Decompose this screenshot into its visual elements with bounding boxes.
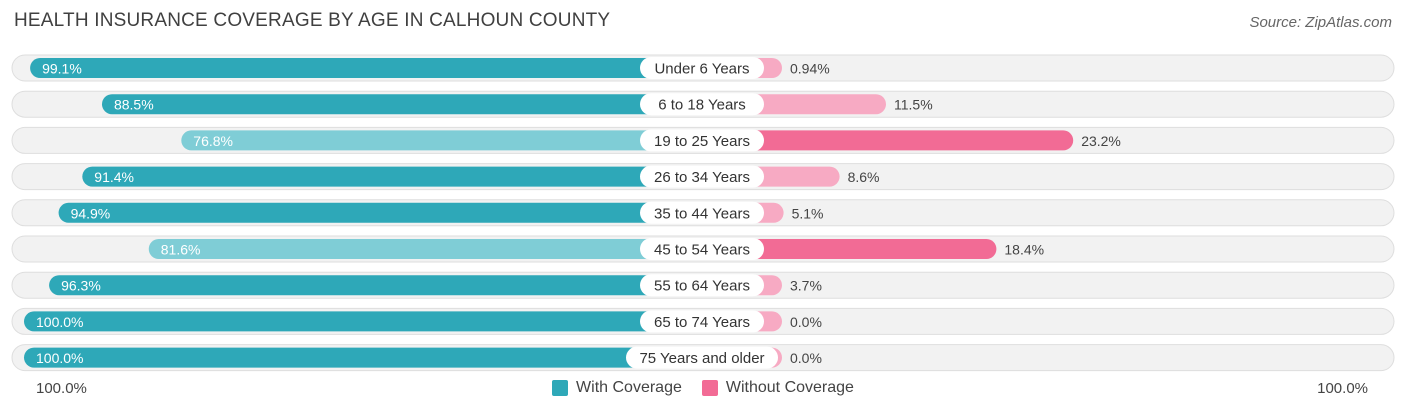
value-label-with-coverage: 96.3% [61,278,101,294]
value-label-without-coverage: 3.7% [790,278,822,294]
category-label: 26 to 34 Years [654,169,750,186]
value-label-with-coverage: 76.8% [193,133,233,149]
value-label-without-coverage: 5.1% [792,205,824,221]
legend-item-with-coverage[interactable]: With Coverage [552,379,682,397]
bar-with-coverage[interactable] [30,58,703,78]
value-label-without-coverage: 0.0% [790,350,822,366]
bar-with-coverage[interactable] [82,166,703,187]
legend-item-without-coverage[interactable]: Without Coverage [701,379,854,397]
bar-with-coverage[interactable] [24,347,702,368]
category-label: 45 to 54 Years [654,242,750,259]
bar-with-coverage[interactable] [148,239,702,259]
value-label-without-coverage: 18.4% [1004,242,1044,258]
bar-with-coverage[interactable] [101,94,703,115]
value-label-with-coverage: 88.5% [114,97,154,113]
category-pill [640,129,764,152]
source-note: Source: ZipAtlas.com [1249,14,1392,31]
value-label-without-coverage: 23.2% [1081,133,1121,149]
value-label-with-coverage: 100.0% [36,350,83,366]
bar-without-coverage[interactable] [702,239,997,259]
value-label-with-coverage: 99.1% [42,61,82,77]
value-label-without-coverage: 8.6% [848,169,880,185]
category-label: 6 to 18 Years [658,97,746,114]
legend-swatch-without-coverage [701,380,718,396]
bar-with-coverage[interactable] [181,130,702,151]
category-label: 55 to 64 Years [654,278,750,295]
bar-row: 100.0% 0.0% 65 to 74 Years [11,307,1395,335]
bar-with-coverage[interactable] [49,275,702,296]
bar-without-coverage[interactable] [702,130,1074,151]
bar-row: 91.4% 8.6% 26 to 34 Years [11,163,1395,191]
legend-label-without-coverage: Without Coverage [725,379,854,396]
value-label-without-coverage: 11.5% [894,97,933,113]
value-label-with-coverage: 100.0% [36,314,83,330]
bar-row: 96.3% 3.7% 55 to 64 Years [11,271,1395,299]
bar-with-coverage[interactable] [58,202,702,223]
category-pill [640,201,764,224]
category-pill [640,238,764,260]
value-label-with-coverage: 81.6% [161,242,201,258]
category-label: 65 to 74 Years [654,314,750,331]
bar-row: 76.8% 23.2% 19 to 25 Years [11,126,1395,154]
legend-swatch-with-coverage [552,380,569,396]
value-label-with-coverage: 91.4% [94,169,134,185]
bar-row: 100.0% 0.0% 75 Years and older [11,344,1395,372]
axis-left-label: 100.0% [36,380,87,397]
category-pill [640,93,764,116]
value-label-without-coverage: 0.94% [790,61,830,77]
bar-row: 81.6% 18.4% 45 to 54 Years [11,235,1395,263]
category-pill [640,274,764,297]
category-pill [640,165,764,188]
category-pill [640,57,764,79]
category-label: Under 6 Years [654,61,749,78]
bar-with-coverage[interactable] [24,311,702,332]
category-label: 35 to 44 Years [654,205,750,222]
chart-title: HEALTH INSURANCE COVERAGE BY AGE IN CALH… [14,10,611,31]
category-pill [640,310,764,333]
category-label: 75 Years and older [639,350,764,367]
value-label-without-coverage: 0.0% [790,314,822,330]
legend: With Coverage Without Coverage [0,379,1406,397]
value-label-with-coverage: 94.9% [71,205,111,221]
legend-label-with-coverage: With Coverage [576,379,682,396]
category-label: 19 to 25 Years [654,133,750,150]
bar-row: 94.9% 5.1% 35 to 44 Years [11,199,1395,227]
axis-right-label: 100.0% [1317,380,1368,397]
category-pill [626,346,778,369]
bar-row: 99.1% 0.94% Under 6 Years [11,54,1395,82]
bar-row: 88.5% 11.5% 6 to 18 Years [11,90,1395,118]
